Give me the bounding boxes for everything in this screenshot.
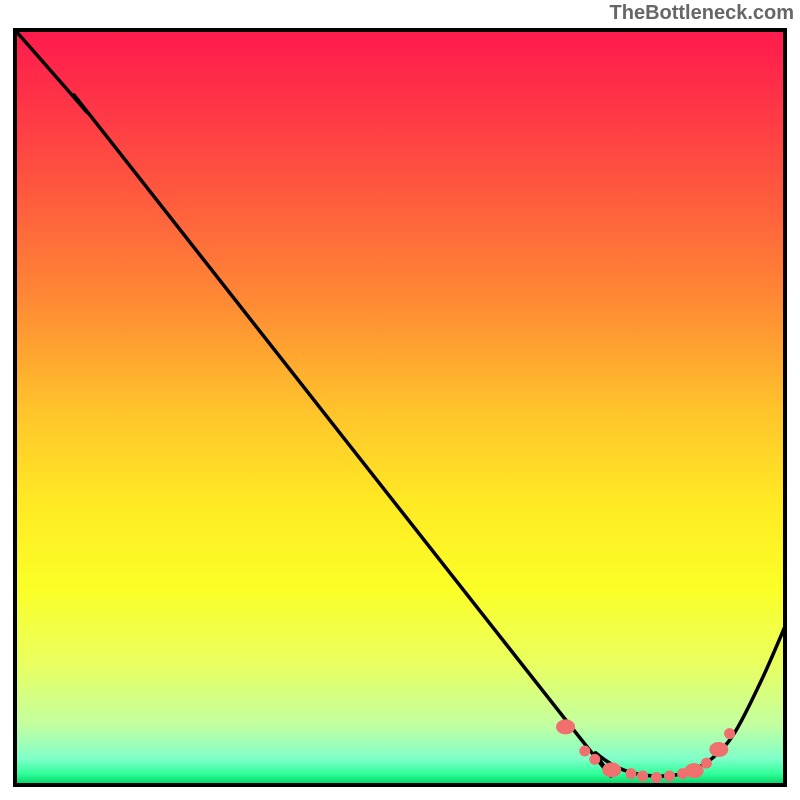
marker-10 — [701, 758, 711, 768]
marker-7 — [665, 771, 675, 781]
marker-4 — [626, 769, 636, 779]
marker-9 — [685, 764, 703, 778]
page-title: TheBottleneck.com — [610, 2, 794, 25]
marker-0 — [557, 720, 575, 734]
marker-2 — [590, 754, 600, 764]
marker-1 — [580, 746, 590, 756]
bottleneck-chart — [0, 0, 800, 800]
marker-5 — [638, 771, 648, 781]
marker-11 — [710, 743, 728, 757]
marker-6 — [651, 772, 661, 782]
gradient-background — [15, 30, 785, 785]
marker-3 — [603, 763, 621, 777]
marker-12 — [725, 729, 735, 739]
